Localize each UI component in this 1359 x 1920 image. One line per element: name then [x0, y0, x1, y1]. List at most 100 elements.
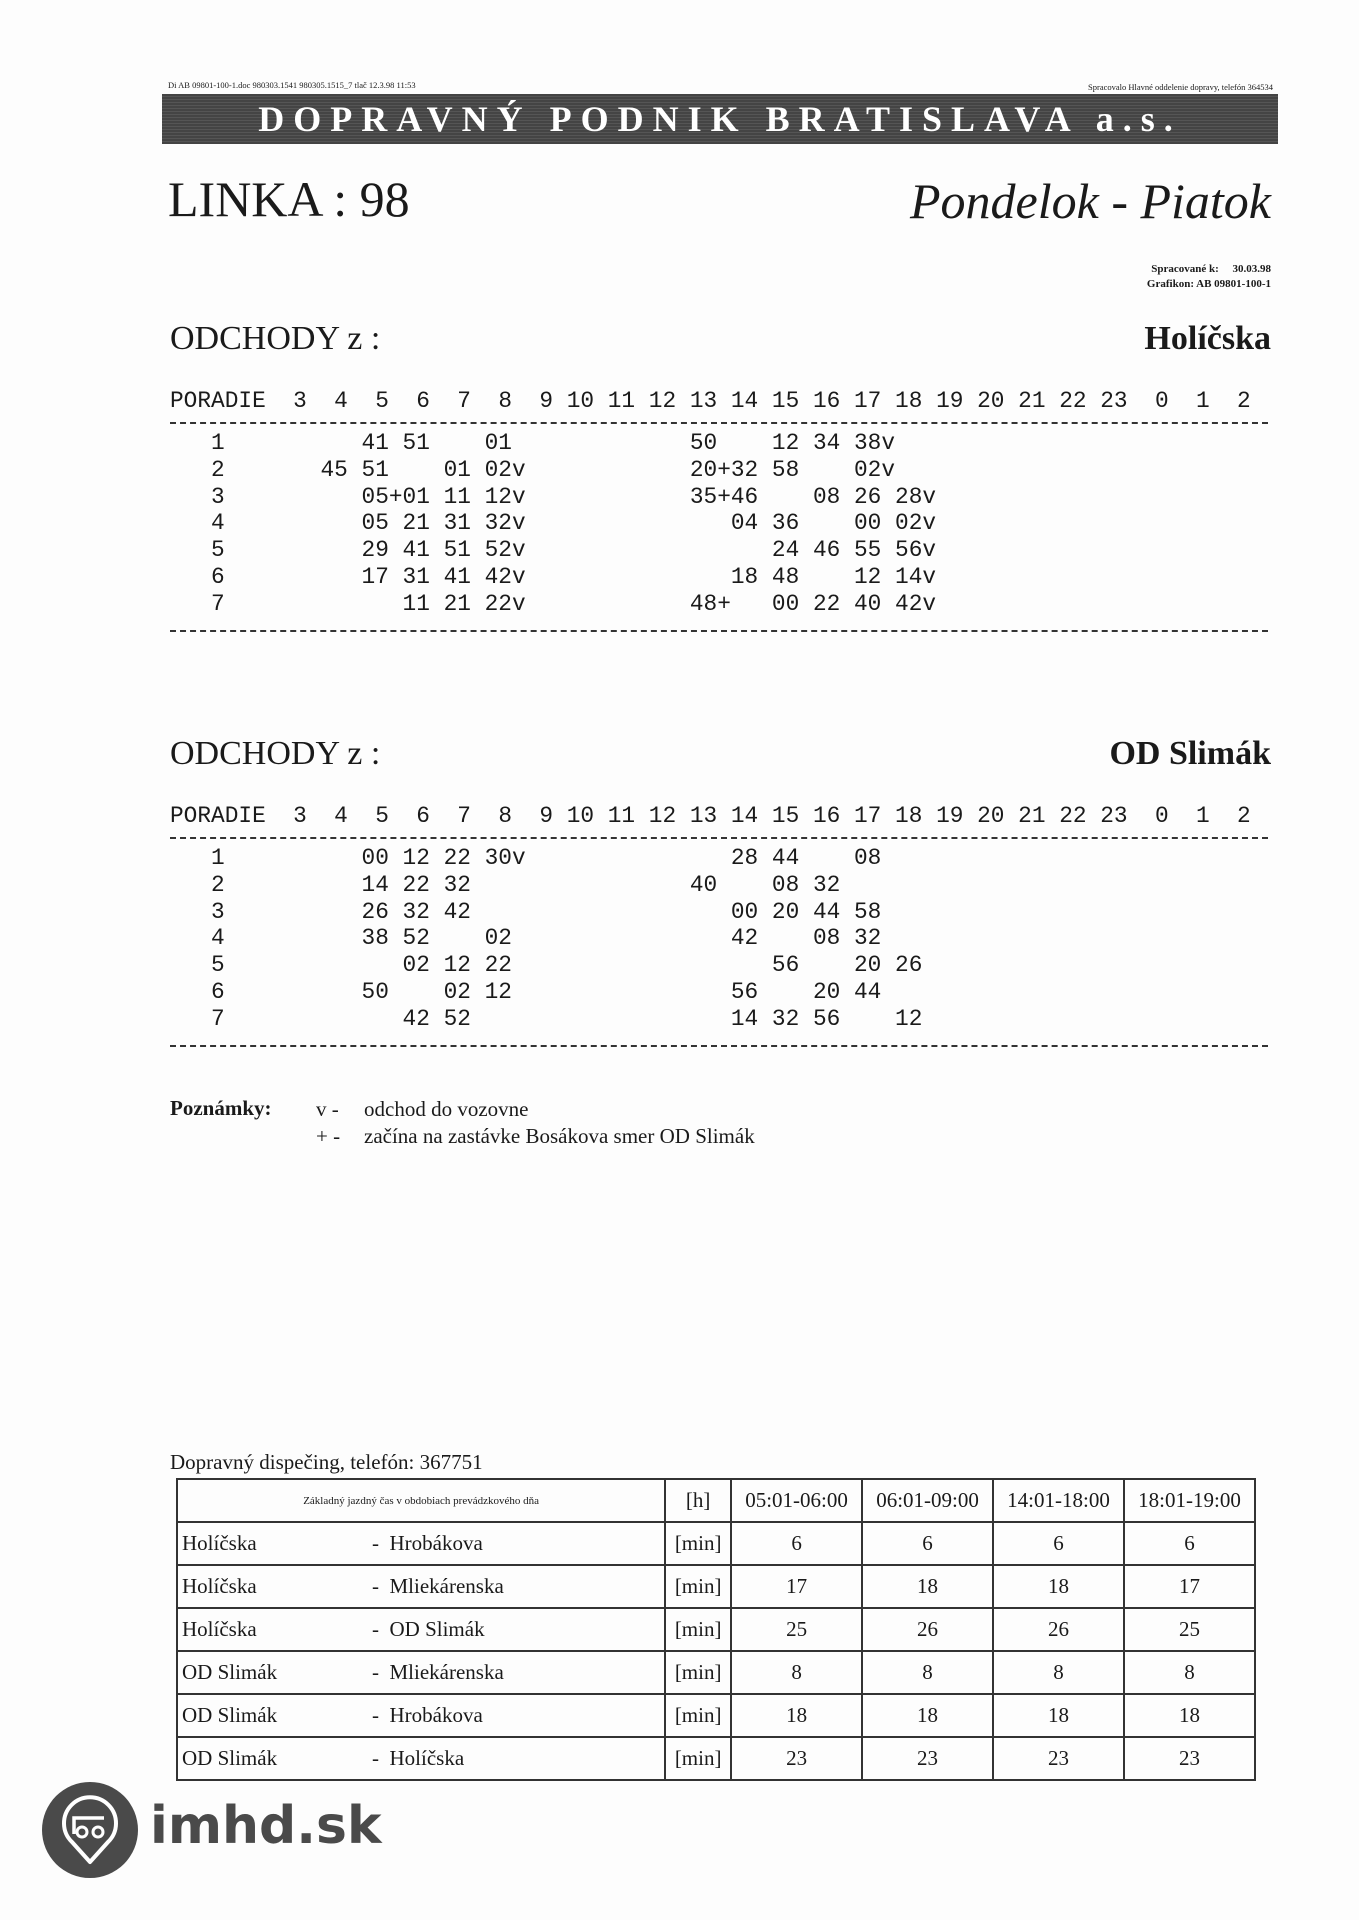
- time-cell: 8: [1122, 1650, 1257, 1695]
- departure-time: 12: [771, 430, 800, 456]
- departure-time: 21: [402, 510, 430, 537]
- time-cell: 6: [992, 1521, 1125, 1566]
- departure-time: 02: [443, 979, 471, 1005]
- time-cell: 8: [730, 1650, 864, 1695]
- departure-time: 56: [730, 979, 759, 1005]
- departure-time: 05: [361, 510, 389, 537]
- departure-time: 38v: [854, 430, 896, 456]
- departure-time: 01: [484, 430, 512, 456]
- departure-time: 12v: [484, 483, 526, 510]
- departure-time: 31: [443, 510, 471, 537]
- departure-time: 56: [771, 952, 800, 979]
- time-cell: 18: [992, 1693, 1125, 1738]
- unit-cell: [min]: [664, 1521, 733, 1566]
- hour-label: 21: [1018, 803, 1046, 829]
- departure-time: 50: [361, 979, 389, 1005]
- route-to: OD Slimák: [389, 1617, 485, 1641]
- departure-time: 41: [402, 537, 430, 564]
- separator-line: [170, 837, 1268, 839]
- unit-cell: [min]: [664, 1736, 733, 1781]
- notes: v - odchod do vozovne + - začína na zastáv…: [316, 1096, 755, 1150]
- dispatch-phone: Dopravný dispečing, telefón: 367751: [170, 1450, 483, 1474]
- route-from: Holíčska: [182, 1617, 257, 1641]
- hour-label: 4: [334, 388, 348, 414]
- departure-time: 52: [402, 925, 430, 952]
- departure-time: 02: [402, 952, 430, 979]
- departure-time: 14: [361, 871, 389, 898]
- hour-label: 16: [812, 803, 841, 829]
- company-name: DOPRAVNÝ PODNIK BRATISLAVA a.s.: [258, 99, 1182, 139]
- time-cell: 26: [992, 1607, 1125, 1652]
- departure-time: 26: [854, 483, 882, 510]
- poradie-number: 3: [211, 898, 225, 925]
- notes-label: Poznámky:: [170, 1096, 272, 1120]
- hour-label: 9: [539, 388, 554, 414]
- departure-time: 32: [854, 925, 882, 952]
- departure-time: 46: [730, 483, 759, 510]
- departure-time: 00: [361, 845, 389, 871]
- departure-time: 12: [895, 1005, 923, 1032]
- stop-name: Holíčska: [1144, 320, 1271, 357]
- poradie-header: PORADIE: [170, 388, 266, 414]
- departure-time: 08: [812, 925, 841, 952]
- departure-time: 02: [484, 925, 512, 952]
- departure-time: 08: [771, 871, 800, 898]
- note-symbol: v -: [316, 1097, 339, 1121]
- departure-time: 22: [402, 871, 430, 898]
- imhd-logo-text: imhd.sk: [150, 1796, 382, 1856]
- departure-time: 48: [771, 564, 800, 590]
- header-cell: Základný jazdný čas v obdobiach prevádzk…: [175, 1478, 667, 1523]
- time-cell: 25: [730, 1607, 864, 1652]
- departure-time: 32: [812, 871, 841, 898]
- header-cell: 18:01-19:00: [1122, 1478, 1257, 1523]
- departure-time: 05+: [361, 483, 403, 510]
- note-symbol: + -: [316, 1124, 341, 1148]
- processed-label: Spracované k:: [1151, 263, 1219, 275]
- departure-time: 40: [689, 871, 718, 898]
- unit-cell: [min]: [664, 1650, 733, 1695]
- departure-time: 34: [812, 430, 841, 456]
- line-title: LINKA : 98: [168, 171, 410, 227]
- hour-label: 19: [936, 388, 964, 414]
- time-cell: 6: [730, 1521, 864, 1566]
- separator-line: [170, 1044, 1268, 1047]
- hour-label: 13: [689, 803, 718, 829]
- hour-label: 19: [936, 803, 964, 829]
- route-dash: -: [372, 1746, 390, 1770]
- time-cell: 18: [861, 1564, 995, 1609]
- departure-time: 51: [402, 430, 430, 456]
- departure-time: 44: [812, 898, 841, 925]
- departure-time: 08: [854, 845, 882, 871]
- route-dash: -: [372, 1703, 390, 1727]
- route-cell: OD Slimák - Holíčska: [175, 1736, 667, 1781]
- header-cell: 05:01-06:00: [730, 1478, 864, 1523]
- departure-time: 22: [812, 590, 841, 617]
- time-cell: 18: [730, 1693, 864, 1738]
- route-to: Holíčska: [389, 1746, 465, 1770]
- time-cell: 17: [730, 1564, 864, 1609]
- route-dash: -: [372, 1617, 390, 1641]
- hour-label: 14: [730, 803, 759, 829]
- route-dash: -: [372, 1574, 390, 1598]
- unit-cell: [min]: [664, 1693, 733, 1738]
- processing-info: Spracované k: 30.03.98 Grafikon: AB 0980…: [1147, 262, 1271, 292]
- departure-time: 12: [443, 952, 471, 979]
- time-cell: 23: [1122, 1736, 1257, 1781]
- departure-time: 45: [320, 456, 348, 483]
- departure-time: 51: [361, 456, 389, 483]
- departure-time: 11: [402, 590, 430, 617]
- time-cell: 18: [861, 1693, 995, 1738]
- departure-time: 14v: [895, 564, 937, 590]
- poradie-number: 6: [211, 979, 225, 1005]
- unit-cell: [min]: [664, 1607, 733, 1652]
- table-row: Holíčska - Hrobákova [min] 6 6 6 6: [175, 1521, 1257, 1566]
- departure-time: 44: [771, 845, 800, 871]
- hour-label: 6: [416, 388, 430, 414]
- hour-label: 17: [854, 803, 882, 829]
- departure-time: 56v: [895, 537, 937, 564]
- hour-label: 2: [1237, 388, 1251, 414]
- time-cell: 25: [1122, 1607, 1257, 1652]
- departure-time: 18: [730, 564, 759, 590]
- table-header-row: Základný jazdný čas v obdobiach prevádzk…: [175, 1478, 1257, 1523]
- time-cell: 8: [861, 1650, 995, 1695]
